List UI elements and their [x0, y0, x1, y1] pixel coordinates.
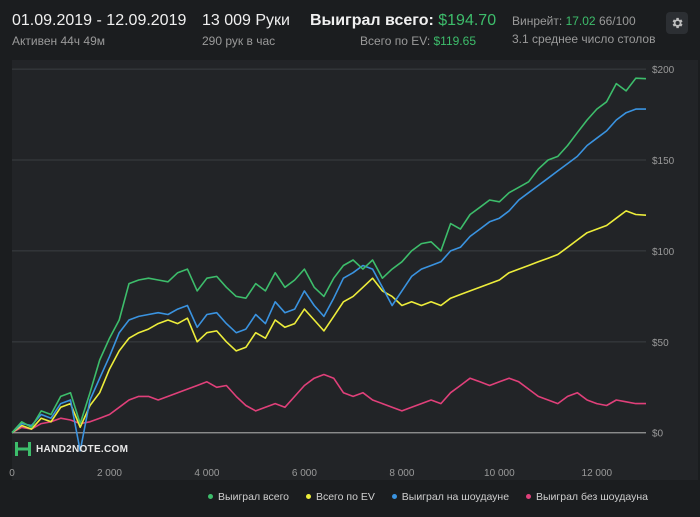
x-tick-label: 6 000 — [292, 468, 317, 479]
legend-label: Выиграл без шоудауна — [536, 490, 648, 503]
x-tick-label: 2 000 — [97, 468, 122, 479]
logo-text: HAND2NOTE.COM — [36, 443, 129, 455]
series-line-non-showdown — [11, 373, 646, 434]
legend-dot — [391, 494, 397, 499]
chart-panel — [12, 60, 698, 480]
date-range: 01.09.2019 - 12.09.2019 — [12, 12, 187, 29]
ev-total-value: $119.65 — [433, 34, 477, 48]
winrate-block: Винрейт: 17.02 66/100 3.1 среднее число … — [512, 12, 655, 46]
won-total-label: Выиграл всего: — [310, 12, 434, 29]
series-line-won-total — [11, 77, 647, 434]
legend-item-showdown[interactable]: Выиграл на шоудауне — [391, 490, 510, 503]
series-line-ev-total — [11, 210, 647, 434]
series-line-showdown — [11, 108, 646, 452]
legend-label: Всего по EV — [315, 490, 375, 503]
active-time: Активен 44ч 49м — [12, 34, 105, 48]
won-block: Выиграл всего: $194.70 Всего по EV: $119… — [310, 12, 496, 48]
hands-count: 13 009 Руки — [202, 12, 290, 29]
winrate: Винрейт: 17.02 66/100 — [512, 14, 655, 28]
hand2note-logo: HAND2NOTE.COM — [14, 441, 128, 457]
x-tick-label: 10 000 — [484, 468, 515, 479]
avg-tables: 3.1 среднее число столов — [512, 32, 656, 46]
y-tick-label: $200 — [652, 65, 675, 76]
date-block: 01.09.2019 - 12.09.2019 Активен 44ч 49м — [12, 12, 186, 48]
ev-total-label: Всего по EV: — [359, 34, 431, 48]
summary-header: 01.09.2019 - 12.09.2019 Активен 44ч 49м … — [0, 0, 700, 60]
legend-item-ev-total[interactable]: Всего по EV — [305, 490, 375, 503]
legend-dot — [208, 494, 214, 499]
winrate-hands: 66/100 — [598, 14, 636, 28]
y-tick-label: $0 — [652, 429, 664, 440]
legend-item-won-total[interactable]: Выиграл всего — [208, 491, 289, 503]
settings-button[interactable] — [666, 12, 688, 34]
y-tick-label: $150 — [652, 156, 675, 167]
x-tick-label: 8 000 — [389, 468, 414, 479]
gear-icon — [672, 17, 683, 29]
won-total: Выиграл всего: $194.70 — [310, 12, 496, 30]
legend-dot — [526, 494, 531, 499]
y-tick-label: $100 — [652, 247, 675, 258]
winrate-label: Винрейт: — [512, 14, 563, 28]
y-tick-label: $50 — [652, 338, 669, 349]
legend-label: Выиграл на шоудауне — [401, 490, 510, 503]
legend-item-non-showdown[interactable]: Выиграл без шоудауна — [526, 491, 648, 503]
x-tick-label: 0 — [9, 468, 15, 479]
winrate-value: 17.02 — [565, 14, 596, 28]
legend-label: Выиграл всего — [218, 490, 290, 503]
legend-dot — [305, 494, 311, 499]
ev-total: Всего по EV: $119.65 — [310, 34, 476, 48]
won-total-value: $194.70 — [438, 12, 497, 29]
hands-block: 13 009 Руки 290 рук в час — [202, 12, 290, 48]
chart-legend: Выиграл всего Всего по EV Выиграл на шоу… — [194, 490, 648, 503]
hands-per-hour: 290 рук в час — [202, 34, 276, 48]
x-tick-label: 12 000 — [582, 468, 613, 479]
hand2note-logo-icon — [15, 442, 31, 456]
x-tick-label: 4 000 — [194, 468, 219, 479]
